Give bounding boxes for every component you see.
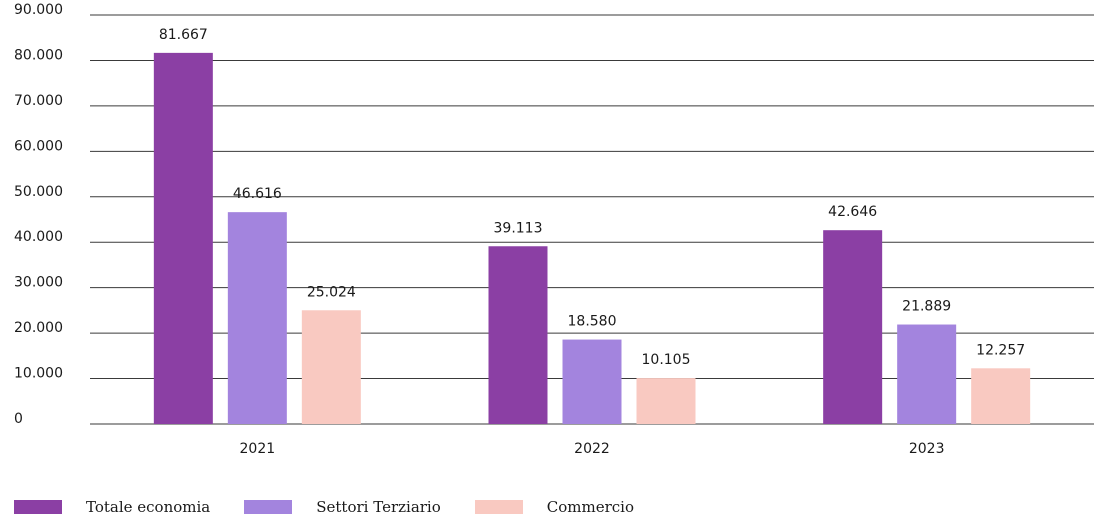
bar [823,230,883,424]
bar [562,339,622,424]
bar [897,324,957,424]
bar [488,246,548,424]
bars [153,52,1031,424]
y-tick-label: 80.000 [14,47,63,63]
y-tick-label: 30.000 [14,275,63,291]
y-tick-label: 70.000 [14,93,63,109]
legend-item: Commercio [474,498,634,516]
x-tick-label: 2023 [909,441,945,457]
legend-swatch [14,500,62,514]
data-label: 25.024 [307,284,356,300]
x-tick-label: 2022 [574,441,610,457]
x-tick-label: 2021 [240,441,276,457]
legend: Totale economia Settori Terziario Commerci… [14,496,668,518]
bar [636,378,696,424]
legend-label: Totale economia [86,498,211,516]
y-tick-label: 40.000 [14,229,63,245]
data-label: 42.646 [828,204,877,220]
data-label: 18.580 [568,314,617,330]
legend-swatch [474,500,523,514]
data-label: 12.257 [976,342,1025,358]
y-tick-label: 0 [14,411,23,427]
x-axis-ticks: 2021 2022 2023 [240,441,945,457]
bar-chart: 0 10.000 20.000 30.000 40.000 50.000 60.000 70.… [14,2,1094,457]
legend-item: Totale economia [14,498,210,516]
legend-item: Settori Terziario [244,498,441,516]
bar [301,310,361,424]
bar [153,52,213,424]
legend-swatch [244,500,293,514]
y-axis-ticks: 0 10.000 20.000 30.000 40.000 50.000 60.000 70.… [14,2,63,427]
legend-label: Settori Terziario [316,498,441,516]
y-tick-label: 60.000 [14,138,63,154]
data-labels: 81.667 46.616 25.024 39.113 18.580 10.105 42.6… [159,27,1025,368]
y-tick-label: 50.000 [14,184,63,200]
data-label: 46.616 [233,186,282,202]
data-label: 39.113 [494,220,543,236]
y-tick-label: 10.000 [14,366,63,382]
data-label: 21.889 [902,299,951,315]
y-tick-label: 90.000 [14,2,63,18]
bar [971,368,1031,424]
data-label: 81.667 [159,27,208,43]
bar [227,212,287,424]
legend-label: Commercio [546,498,634,516]
data-label: 10.105 [642,352,691,368]
y-tick-label: 20.000 [14,320,63,336]
